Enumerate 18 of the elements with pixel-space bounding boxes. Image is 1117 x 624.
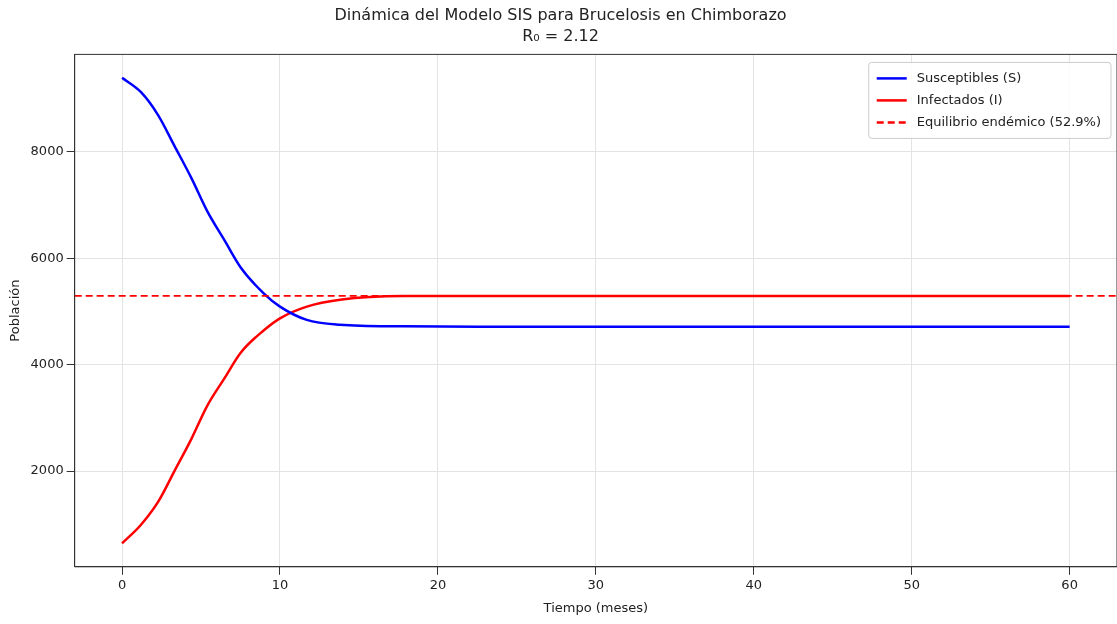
legend-label: Susceptibles (S) xyxy=(916,69,1022,85)
x-tick-label: 10 xyxy=(271,576,289,592)
chart-subtitle: R₀ = 2.12 xyxy=(522,25,599,45)
x-tick-label: 0 xyxy=(117,576,127,592)
y-tick-label: 8000 xyxy=(30,143,64,159)
x-tick-label: 60 xyxy=(1061,576,1078,592)
y-tick-label: 4000 xyxy=(30,355,64,371)
x-tick-label: 40 xyxy=(745,576,763,592)
x-tick-label: 50 xyxy=(903,576,920,592)
y-axis-title: Población xyxy=(7,279,23,342)
x-tick-label: 30 xyxy=(587,576,605,592)
x-axis-title: Tiempo (meses) xyxy=(542,599,649,615)
chart-title: Dinámica del Modelo SIS para Brucelosis en Chimborazo xyxy=(334,4,787,24)
y-tick-label: 2000 xyxy=(30,462,64,478)
legend-label: Equilibrio endémico (52.9%) xyxy=(916,113,1102,129)
x-tick-label: 20 xyxy=(429,576,447,592)
y-tick-label: 6000 xyxy=(30,249,64,265)
legend-label: Infectados (I) xyxy=(916,91,1003,107)
